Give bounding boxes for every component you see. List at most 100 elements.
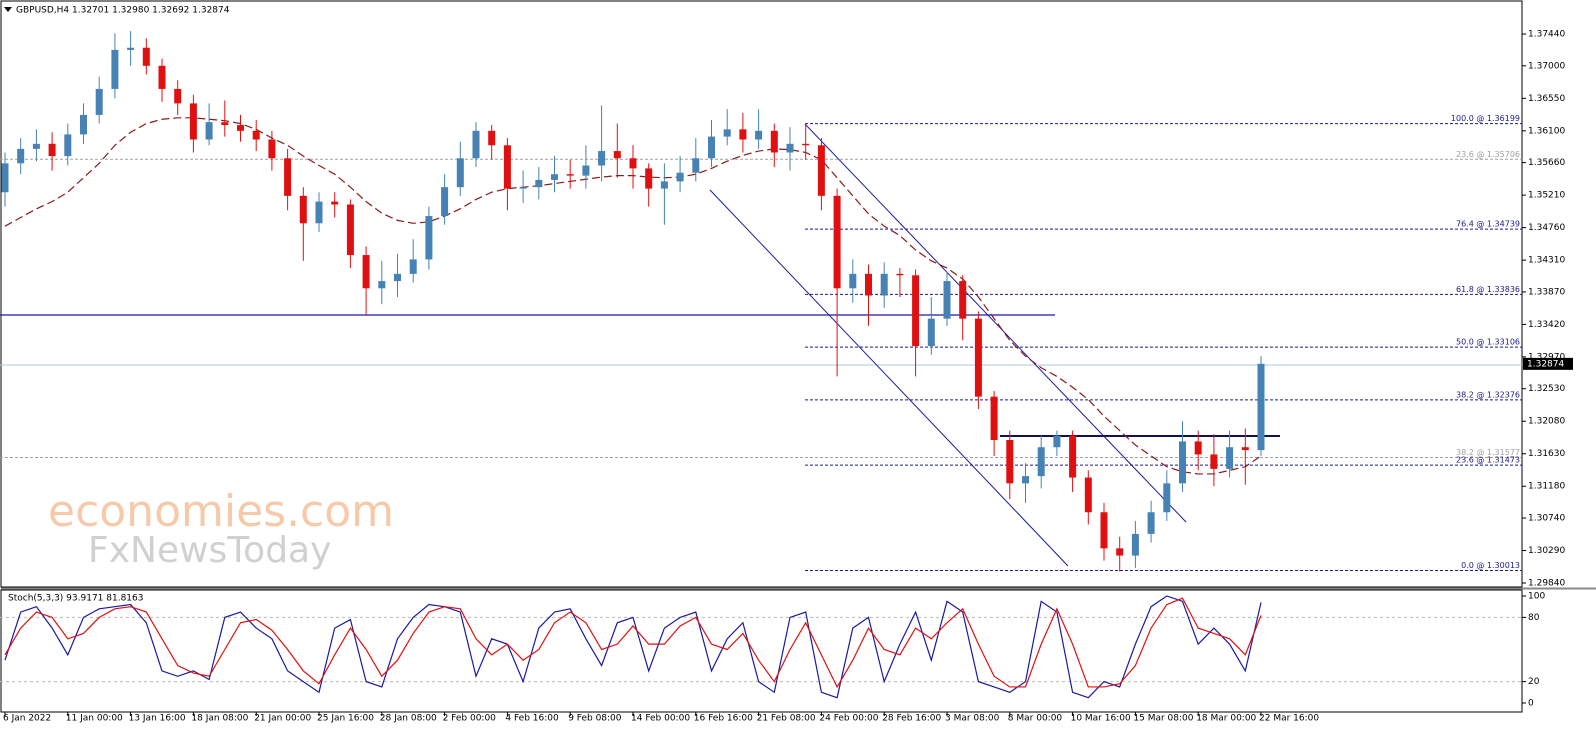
x-tick-label: 8 Mar 00:00 — [1008, 714, 1063, 724]
watermark-line1: economies.com — [48, 486, 394, 537]
y-tick-label: 80 — [1528, 613, 1540, 623]
candle-body — [394, 273, 401, 282]
x-tick-label: 18 Mar 00:00 — [1196, 714, 1256, 724]
candle-body — [95, 88, 103, 115]
y-tick-label: 1.31630 — [1528, 449, 1565, 459]
candle-body — [488, 130, 496, 146]
price-tag — [1523, 357, 1573, 370]
candle-body — [205, 122, 213, 140]
stoch-title: Stoch(5,3,3) 93.9171 81.8163 — [8, 594, 143, 604]
candle-body — [142, 47, 150, 66]
candle-body — [739, 129, 747, 140]
candle-body — [1210, 454, 1218, 469]
candle-body — [692, 158, 700, 173]
x-tick-label: 21 Feb 08:00 — [757, 714, 816, 724]
watermark: economies.com FxNewsToday — [48, 486, 394, 571]
candle-body — [158, 65, 166, 89]
candle-body — [708, 136, 715, 159]
candle-body — [189, 103, 197, 140]
candle-body — [1022, 476, 1029, 484]
y-tick-label: 1.32530 — [1528, 384, 1565, 394]
x-tick-label: 24 Feb 00:00 — [819, 714, 878, 724]
x-tick-label: 18 Jan 08:00 — [191, 714, 248, 724]
y-tick-label: 0 — [1528, 699, 1534, 709]
y-tick-label: 1.36100 — [1528, 126, 1565, 136]
x-tick-label: 10 Mar 16:00 — [1071, 714, 1131, 724]
y-tick-label: 1.35660 — [1528, 158, 1565, 168]
candle-body — [409, 259, 417, 274]
x-tick-label: 15 Mar 08:00 — [1133, 714, 1193, 724]
candle-body — [566, 174, 574, 176]
y-tick-label: 1.37440 — [1528, 30, 1565, 40]
channel-lower — [709, 189, 1069, 567]
drawings — [0, 123, 1522, 567]
candle-body — [535, 179, 543, 188]
candle-body — [613, 151, 621, 159]
candle-body — [1116, 548, 1124, 556]
fib-label: 0.0 @ 1.30013 — [1461, 561, 1520, 570]
candle-body — [1053, 435, 1061, 448]
y-tick-label: 1.29840 — [1528, 579, 1565, 589]
fib-label: 23.6 @ 1.31473 — [1456, 456, 1520, 465]
y-tick-label: 1.37000 — [1528, 61, 1565, 71]
candle-body — [503, 145, 511, 189]
candle-body — [755, 130, 763, 140]
candle-body — [676, 172, 684, 182]
candle-body — [865, 273, 872, 296]
x-tick-label: 21 Jan 00:00 — [254, 714, 311, 724]
candle-body — [17, 148, 25, 164]
y-tick-label: 1.34760 — [1528, 223, 1565, 233]
x-tick-label: 4 Feb 16:00 — [505, 714, 559, 724]
y-tick-label: 100 — [1528, 591, 1545, 601]
candle-body — [378, 281, 386, 289]
candle-body — [896, 273, 904, 276]
stoch-line — [4, 597, 1262, 689]
fib-label: 100.0 @ 1.36199 — [1451, 114, 1520, 123]
candle-body — [284, 158, 292, 196]
y-tick-label: 1.30290 — [1528, 546, 1565, 556]
x-tick-label: 14 Feb 00:00 — [631, 714, 690, 724]
candle-body — [127, 47, 135, 50]
x-tick-label: 28 Jan 08:00 — [380, 714, 437, 724]
x-tick-label: 28 Feb 16:00 — [882, 714, 941, 724]
channel-upper — [804, 123, 1187, 523]
fib-label: 61.8 @ 1.33836 — [1456, 285, 1520, 294]
y-tick-label: 1.30740 — [1528, 514, 1565, 524]
candle-body — [268, 139, 276, 159]
candle-body — [1163, 483, 1171, 513]
candle-body — [817, 145, 825, 196]
candle-body — [346, 204, 354, 256]
candle-body — [551, 174, 558, 180]
y-tick-label: 1.31180 — [1528, 482, 1565, 492]
candle-body — [1226, 447, 1234, 469]
candle-body — [1194, 441, 1202, 455]
candle-body — [629, 158, 637, 169]
y-tick-label: 1.36550 — [1528, 94, 1565, 104]
candle-body — [880, 273, 888, 296]
candle-body — [974, 318, 982, 397]
candle-body — [472, 130, 480, 159]
x-tick-label: 16 Feb 16:00 — [694, 714, 753, 724]
y-tick-label: 1.33420 — [1528, 320, 1565, 330]
fib-label: 23.6 @ 1.35706 — [1456, 150, 1520, 159]
candle-body — [362, 255, 370, 289]
candle-body — [1006, 439, 1014, 484]
x-tick-label: 22 Mar 16:00 — [1259, 714, 1319, 724]
fib-label: 38.2 @ 1.31577 — [1456, 448, 1520, 457]
candle-body — [927, 318, 935, 347]
candle-body — [299, 195, 307, 224]
candle-body — [64, 134, 72, 157]
y-tick-label: 1.33870 — [1528, 287, 1565, 297]
candle-body — [943, 281, 951, 319]
candle-body — [1100, 512, 1108, 549]
y-tick-label: 1.35210 — [1528, 191, 1565, 201]
chart-title: GBPUSD,H4 1.32701 1.32980 1.32692 1.3287… — [16, 6, 230, 16]
price-tag-label: 1.32874 — [1527, 359, 1564, 369]
fib-label: 38.2 @ 1.32376 — [1456, 390, 1520, 399]
watermark-line2: FxNewsToday — [88, 530, 331, 571]
y-tick-label: 1.32080 — [1528, 417, 1565, 427]
candle-body — [770, 130, 778, 153]
candle-body — [1, 163, 9, 193]
candle-body — [1131, 533, 1139, 556]
